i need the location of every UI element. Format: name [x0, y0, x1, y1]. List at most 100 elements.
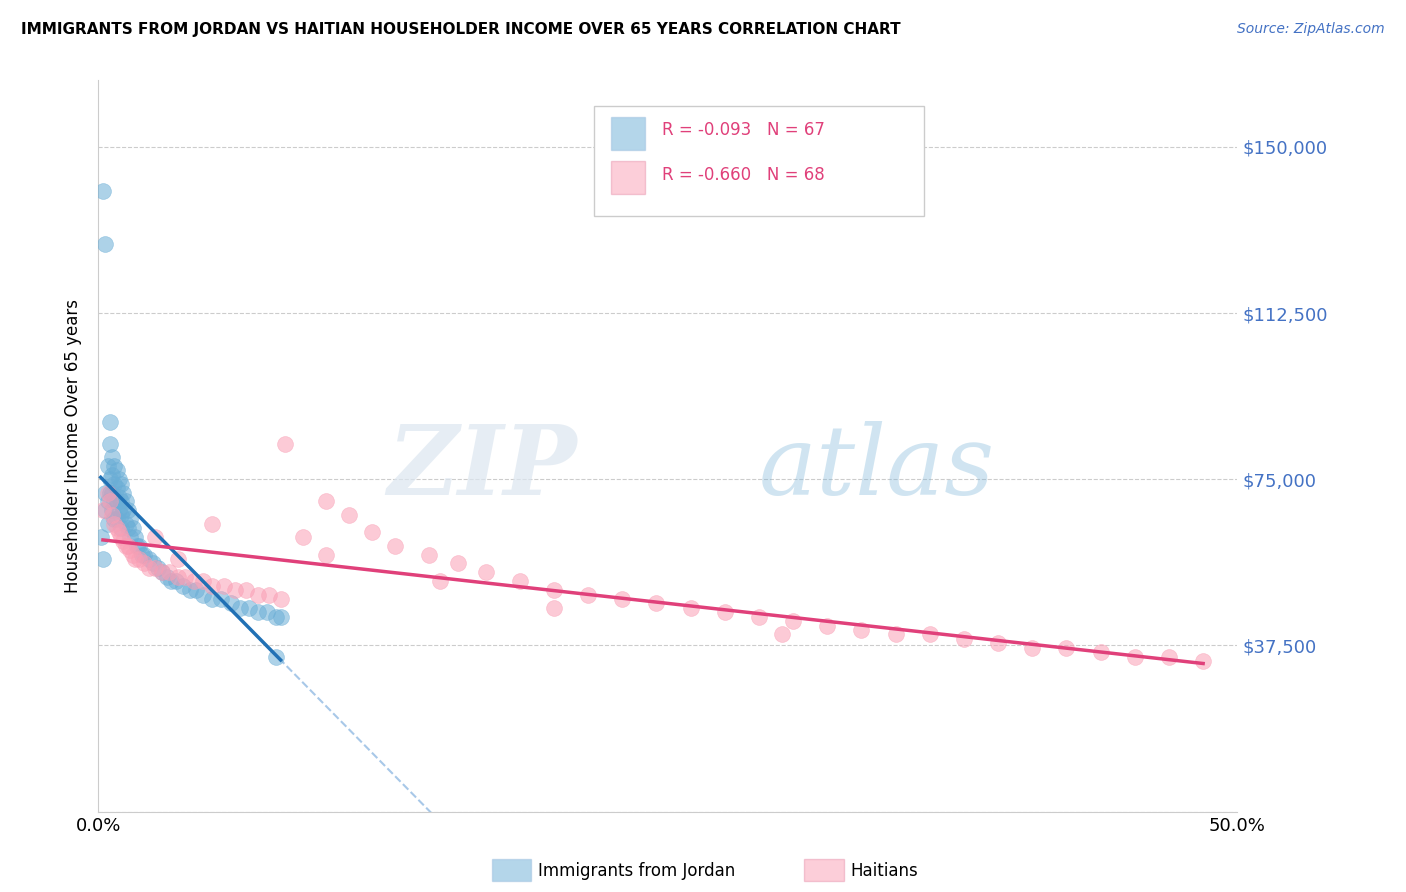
Point — [108, 503, 131, 517]
Point — [193, 574, 215, 589]
Point — [246, 605, 269, 619]
Point — [274, 437, 297, 451]
FancyBboxPatch shape — [612, 161, 645, 194]
Point — [235, 583, 257, 598]
FancyBboxPatch shape — [593, 106, 924, 216]
Point — [156, 570, 179, 584]
Point — [96, 458, 118, 473]
Point — [543, 600, 565, 615]
Point — [238, 600, 260, 615]
Point — [103, 476, 125, 491]
Point — [509, 574, 531, 589]
Point — [228, 600, 250, 615]
Text: Source: ZipAtlas.com: Source: ZipAtlas.com — [1237, 22, 1385, 37]
Point — [264, 609, 287, 624]
Point — [128, 539, 150, 553]
Point — [112, 485, 135, 500]
Point — [1021, 640, 1043, 655]
Point — [167, 552, 190, 566]
Point — [167, 570, 190, 584]
Point — [98, 472, 121, 486]
Text: IMMIGRANTS FROM JORDAN VS HAITIAN HOUSEHOLDER INCOME OVER 65 YEARS CORRELATION C: IMMIGRANTS FROM JORDAN VS HAITIAN HOUSEH… — [21, 22, 901, 37]
Point — [157, 566, 180, 580]
Point — [101, 503, 124, 517]
Point — [94, 503, 117, 517]
Point — [224, 583, 246, 598]
Point — [103, 458, 125, 473]
Point — [114, 516, 136, 531]
Point — [108, 490, 131, 504]
Point — [94, 485, 117, 500]
Point — [91, 184, 114, 198]
Point — [315, 548, 337, 562]
Point — [98, 437, 121, 451]
Point — [645, 596, 668, 610]
Point — [1192, 654, 1215, 668]
Point — [120, 512, 142, 526]
Point — [121, 548, 143, 562]
Point — [201, 579, 224, 593]
Point — [219, 596, 242, 610]
Point — [101, 450, 124, 464]
Point — [179, 583, 201, 598]
Point — [124, 552, 146, 566]
Point — [1123, 649, 1146, 664]
Point — [292, 530, 315, 544]
Point — [112, 534, 135, 549]
Point — [576, 587, 599, 601]
Point — [145, 530, 167, 544]
Point — [315, 494, 337, 508]
Point — [1054, 640, 1078, 655]
Point — [259, 587, 281, 601]
Point — [105, 463, 128, 477]
Point — [142, 557, 165, 571]
Point — [150, 566, 173, 580]
Point — [543, 583, 565, 598]
Point — [953, 632, 976, 646]
Point — [120, 543, 142, 558]
Point — [103, 516, 125, 531]
Point — [103, 494, 125, 508]
Point — [186, 583, 208, 598]
FancyBboxPatch shape — [612, 117, 645, 150]
Point — [209, 591, 232, 606]
Point — [117, 539, 139, 553]
Point — [145, 561, 167, 575]
Point — [121, 521, 143, 535]
Point — [110, 476, 132, 491]
Point — [103, 512, 125, 526]
Point — [132, 548, 155, 562]
Point — [105, 512, 128, 526]
Point — [90, 530, 112, 544]
Point — [110, 521, 132, 535]
Point — [256, 605, 278, 619]
Point — [337, 508, 360, 522]
Point — [132, 557, 155, 571]
Point — [105, 494, 128, 508]
Point — [987, 636, 1010, 650]
Point — [146, 561, 169, 575]
Point — [138, 552, 160, 566]
Point — [98, 415, 121, 429]
Point — [201, 591, 224, 606]
Point — [110, 494, 132, 508]
Point — [105, 481, 128, 495]
Point — [748, 609, 770, 624]
Point — [98, 494, 121, 508]
Text: R = -0.093   N = 67: R = -0.093 N = 67 — [662, 121, 825, 139]
Text: Haitians: Haitians — [851, 862, 918, 880]
Point — [172, 579, 194, 593]
Point — [110, 530, 132, 544]
Y-axis label: Householder Income Over 65 years: Householder Income Over 65 years — [65, 299, 83, 593]
Point — [114, 539, 136, 553]
Point — [108, 472, 131, 486]
Point — [212, 579, 235, 593]
Text: atlas: atlas — [759, 421, 995, 515]
Point — [98, 485, 121, 500]
Point — [117, 503, 139, 517]
Point — [1157, 649, 1180, 664]
Point — [193, 587, 215, 601]
Point — [884, 627, 907, 641]
Point — [429, 574, 451, 589]
Text: R = -0.660   N = 68: R = -0.660 N = 68 — [662, 167, 825, 185]
